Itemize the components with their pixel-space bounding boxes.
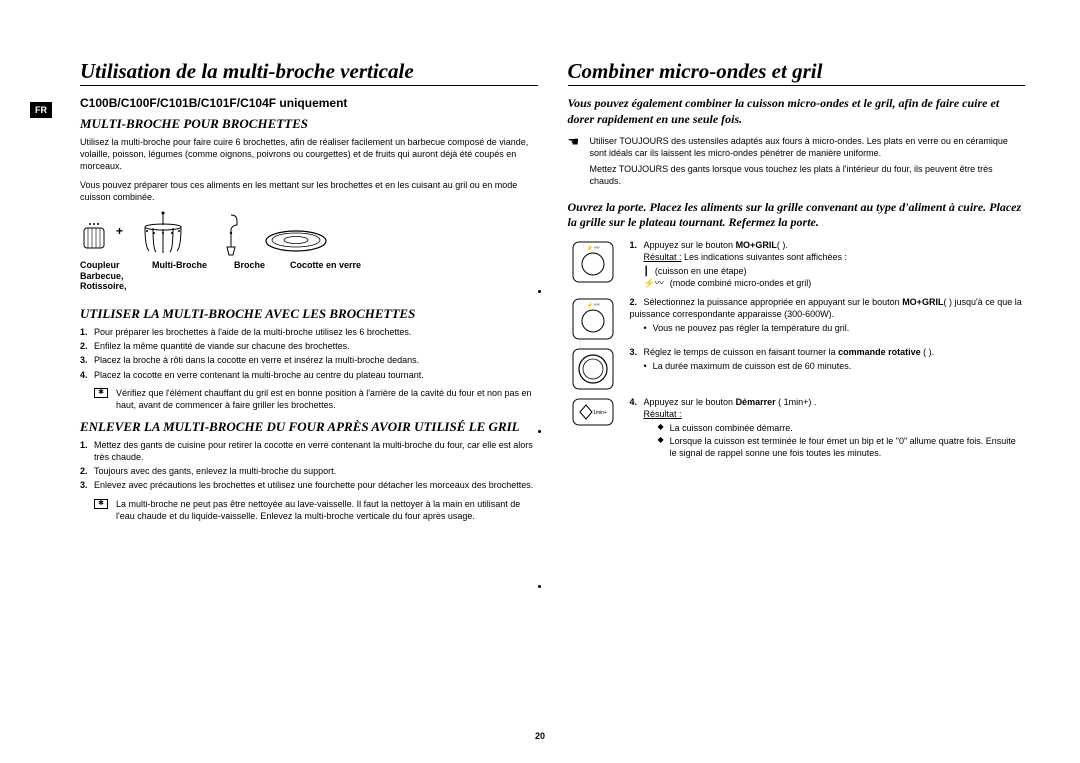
note-icon-2: ✱ xyxy=(94,499,108,509)
cocotte-icon xyxy=(261,226,331,256)
step1-result-label: Résultat : xyxy=(644,252,682,262)
label-multi: Multi-Broche xyxy=(152,260,234,292)
step4-r2: Lorsque la cuisson est terminée le four … xyxy=(670,435,1025,459)
step-2: ⚡〰 2.Sélectionnez la puissance approprié… xyxy=(568,296,1026,340)
step4-b: Démarrer xyxy=(736,397,776,407)
section2-heading: UTILISER LA MULTI-BROCHE AVEC LES BROCHE… xyxy=(80,306,538,322)
step2-b: MO+GRIL xyxy=(902,297,943,307)
parts-row: + xyxy=(80,211,538,256)
svg-text:⚡〰: ⚡〰 xyxy=(586,244,599,252)
step-3: 3.Réglez le temps de cuisson en faisant … xyxy=(568,346,1026,390)
right-title: Combiner micro-ondes et gril xyxy=(568,60,1026,83)
section2-list: 1.Pour préparer les brochettes à l'aide … xyxy=(80,326,538,381)
svg-text:1min+: 1min+ xyxy=(593,410,607,416)
bullet-dot xyxy=(538,585,541,588)
section3-heading: ENLEVER LA MULTI-BROCHE DU FOUR APRÈS AV… xyxy=(80,419,538,435)
section3-note: ✱ La multi-broche ne peut pas être netto… xyxy=(80,498,538,522)
s3-item3: Enlevez avec précautions les brochettes … xyxy=(94,479,538,491)
step3-bullet: La durée maximum de cuisson est de 60 mi… xyxy=(653,360,852,372)
step4-r1: La cuisson combinée démarre. xyxy=(670,422,793,434)
step1-l1a: (cuisson en une étape) xyxy=(655,265,747,277)
label-broche: Broche xyxy=(234,260,290,292)
part-broche xyxy=(213,211,243,256)
step3-a: Réglez le temps de cuisson en faisant to… xyxy=(644,347,839,357)
multibroche-icon xyxy=(131,211,195,256)
step1-a: Appuyez sur le bouton xyxy=(644,240,736,250)
step3-b: commande rotative xyxy=(838,347,921,357)
step4-c: ( 1min+) . xyxy=(776,397,817,407)
s3-item2: Toujours avec des gants, enlevez la mult… xyxy=(94,465,538,477)
step2-a: Sélectionnez la puissance appropriée en … xyxy=(644,297,903,307)
step4-a: Appuyez sur le bouton xyxy=(644,397,736,407)
broche-icon xyxy=(213,211,243,256)
warn2: Mettez TOUJOURS des gants lorsque vous t… xyxy=(590,163,1026,187)
plus-sign: + xyxy=(116,224,123,238)
step-1: ⚡〰 1.Appuyez sur le bouton MO+GRIL( ). R… xyxy=(568,239,1026,290)
step1-result-text: Les indications suivantes sont affichées… xyxy=(682,252,847,262)
section1-p2: Vous pouvez préparer tous ces aliments e… xyxy=(80,179,538,203)
warning-block: ☚ Utiliser TOUJOURS des ustensiles adapt… xyxy=(568,135,1026,190)
step4-icon: 1min+ xyxy=(568,396,618,461)
right-intro: Vous pouvez également combiner la cuisso… xyxy=(568,96,1026,127)
svg-text:⚡〰: ⚡〰 xyxy=(586,301,599,309)
s3-item1: Mettez des gants de cuisine pour retirer… xyxy=(94,439,538,463)
warn1: Utiliser TOUJOURS des ustensiles adaptés… xyxy=(590,135,1026,159)
section2-note: ✱ Vérifiez que l'élément chauffant du gr… xyxy=(80,387,538,411)
label-cocotte: Cocotte en verre xyxy=(290,260,361,292)
part-multibroche xyxy=(131,211,195,256)
part-cocotte xyxy=(261,226,331,256)
language-tab: FR xyxy=(30,102,52,118)
step3-icon xyxy=(568,346,618,390)
s2-item3: Placez la broche à rôti dans la cocotte … xyxy=(94,354,538,366)
page-number: 20 xyxy=(535,731,545,741)
step3-c: ( ). xyxy=(921,347,935,357)
part-coupler xyxy=(80,218,108,256)
bullet-dot xyxy=(538,430,541,433)
step1-icon: ⚡〰 xyxy=(568,239,618,290)
step1-c: ( ). xyxy=(777,240,788,250)
s2-item1: Pour préparer les brochettes à l'aide de… xyxy=(94,326,538,338)
step4-result-label: Résultat : xyxy=(644,409,682,419)
step1-b: MO+GRIL xyxy=(736,240,777,250)
bullet-dot xyxy=(538,290,541,293)
s2-item2: Enfilez la même quantité de viande sur c… xyxy=(94,340,538,352)
step1-l1b: (mode combiné micro-ondes et gril) xyxy=(670,277,812,289)
label-coupler: Coupleur Barbecue, Rotissoire, xyxy=(80,260,152,292)
s3-note-text: La multi-broche ne peut pas être nettoyé… xyxy=(116,498,538,522)
open-door-text: Ouvrez la porte. Placez les aliments sur… xyxy=(568,200,1026,231)
step-4: 1min+ 4.Appuyez sur le bouton Démarrer (… xyxy=(568,396,1026,461)
note-icon: ✱ xyxy=(94,388,108,398)
section3-list: 1.Mettez des gants de cuisine pour retir… xyxy=(80,439,538,492)
section1-heading: MULTI-BROCHE POUR BROCHETTES xyxy=(80,116,538,132)
coupler-icon xyxy=(80,218,108,256)
s2-item4: Placez la cocotte en verre contenant la … xyxy=(94,369,538,381)
step2-bullet: Vous ne pouvez pas régler la température… xyxy=(653,322,850,334)
left-title: Utilisation de la multi-broche verticale xyxy=(80,60,538,83)
section1-p1: Utilisez la multi-broche pour faire cuir… xyxy=(80,136,538,172)
s2-note-text: Vérifiez que l'élément chauffant du gril… xyxy=(116,387,538,411)
models-line: C100B/C100F/C101B/C101F/C104F uniquement xyxy=(80,96,538,110)
hand-icon: ☚ xyxy=(568,135,582,190)
step2-icon: ⚡〰 xyxy=(568,296,618,340)
part-labels-row: Coupleur Barbecue, Rotissoire, Multi-Bro… xyxy=(80,260,538,292)
